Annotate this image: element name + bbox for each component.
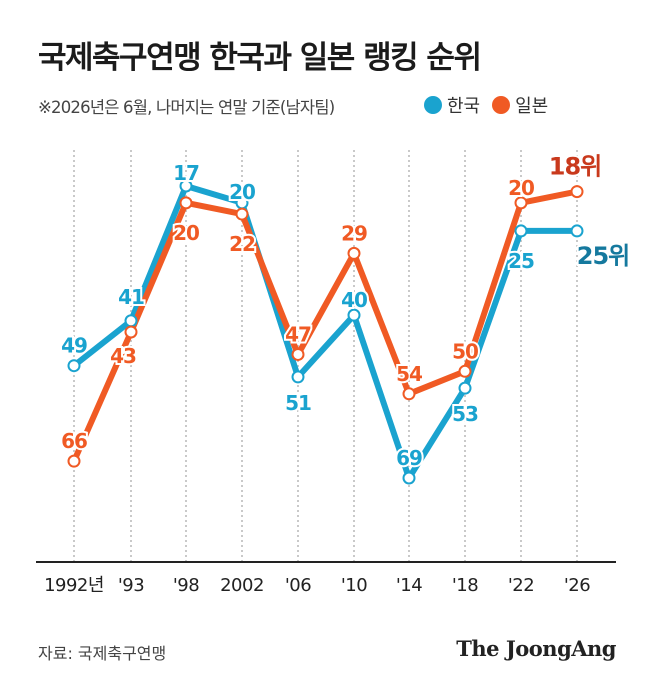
x-tick-label-7: '18 [452,575,478,596]
point-japan-5 [347,246,361,260]
series-points [67,179,584,485]
data-labels: 49 41 17 20 51 40 69 53 25 25위 66 43 20 22 47 29 54 50 20 1… [59,151,632,472]
data-label-japan-2: 20 [173,221,199,245]
legend-item-japan: 일본 [492,92,548,118]
data-label-korea-2: 17 [173,161,199,185]
data-label-japan-1: 43 [110,344,136,368]
point-korea-4 [291,370,305,384]
series-line-japan [71,188,580,465]
legend: 한국 일본 [424,92,560,118]
x-tick-label-6: '14 [396,575,422,596]
x-tick-label-9: '26 [564,575,590,596]
brand-logo: The JoongAng [456,636,616,661]
point-korea-5 [347,308,361,322]
point-korea-0 [67,359,81,373]
data-label-japan-5: 29 [341,221,367,245]
data-label-japan-9: 18위 [549,153,601,181]
data-label-korea-8: 25 [508,249,534,273]
data-label-korea-3: 20 [229,180,255,204]
point-japan-9 [570,185,584,199]
point-korea-1 [124,314,138,328]
data-label-korea-4: 51 [285,391,311,415]
data-label-japan-8: 20 [508,176,534,200]
data-label-japan-3: 22 [229,232,255,256]
legend-swatch-korea [424,96,442,114]
data-label-japan-6: 54 [396,362,422,386]
data-label-japan-0: 66 [61,429,87,453]
data-label-korea-0: 49 [61,334,87,358]
point-japan-2 [179,196,193,210]
x-tick-label-5: '10 [341,575,367,596]
legend-item-korea: 한국 [424,92,480,118]
data-label-korea-9: 25위 [577,242,629,270]
data-label-korea-1: 41 [118,285,144,309]
point-japan-7 [458,364,472,378]
point-korea-8 [514,224,528,238]
data-label-japan-4: 47 [285,322,311,346]
x-tick-label-8: '22 [508,575,534,596]
legend-label-japan: 일본 [515,96,549,117]
point-japan-1 [124,325,138,339]
x-tick-label-0: 1992년 [44,575,104,596]
point-japan-8 [514,196,528,210]
legend-label-korea: 한국 [447,96,481,117]
x-tick-label-1: '93 [118,575,144,596]
source-note: 자료: 국제축구연맹 [38,644,167,663]
x-tick-labels: 1992년 '93 '98 2002 '06 '10 '14 '18 '22 '26 [44,575,591,596]
legend-swatch-japan [492,96,511,114]
series-line-korea [71,183,580,481]
chart-grid [73,150,578,562]
point-japan-4 [291,347,305,361]
point-korea-9 [570,224,584,238]
point-korea-7 [458,381,472,395]
x-tick-label-3: 2002 [220,575,264,596]
point-japan-3 [235,207,249,221]
point-korea-6 [402,471,416,485]
series-lines [71,183,580,481]
point-japan-0 [67,454,81,468]
point-japan-6 [402,387,416,401]
data-label-korea-5: 40 [341,288,367,312]
data-label-korea-6: 69 [396,446,422,470]
chart-title: 국제축구연맹 한국과 일본 랭킹 순위 [38,40,482,76]
point-korea-2 [179,179,193,193]
x-tick-label-4: '06 [285,575,311,596]
chart-subtitle: ※2026년은 6월, 나머지는 연말 기준(남자팀) [38,98,335,117]
data-label-japan-7: 50 [452,339,478,363]
data-label-korea-7: 53 [452,402,478,426]
x-tick-label-2: '98 [173,575,199,596]
